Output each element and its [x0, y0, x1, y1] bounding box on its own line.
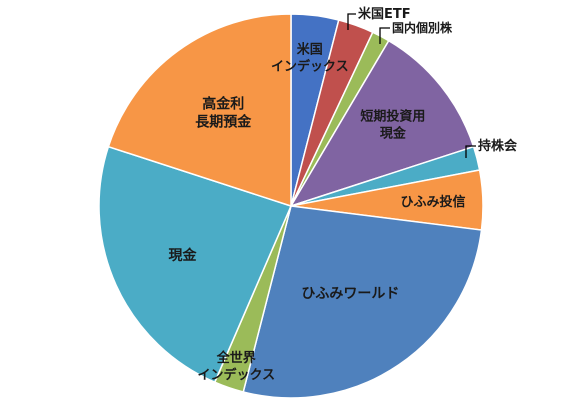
- slice-label-1: 米国ETF: [358, 6, 411, 22]
- slice-9: [107, 13, 292, 208]
- slice-label-0: 米国インデックス: [271, 42, 349, 75]
- slice-label-line: 全世界: [216, 350, 256, 366]
- leader-line-1: [347, 13, 356, 30]
- slice-label-2: 国内個別株: [392, 20, 453, 35]
- slice-8: [98, 145, 293, 384]
- slice-label-7: 全世界インデックス: [197, 350, 275, 383]
- slice-label-8: 現金: [169, 247, 198, 264]
- slice-label-line: 現金: [169, 247, 198, 264]
- slice-label-line: インデックス: [197, 367, 275, 383]
- labels-layer: 米国インデックス米国ETF国内個別株短期投資用現金持株会ひふみ投信ひふみワールド…: [169, 6, 519, 383]
- leader-line-4: [465, 145, 476, 158]
- slice-label-line: ひふみ投信: [400, 194, 465, 210]
- slice-label-line: インデックス: [271, 59, 349, 75]
- slice-label-line: 米国: [297, 42, 323, 58]
- slice-label-4: 持株会: [478, 138, 518, 154]
- slice-label-line: 現金: [380, 125, 407, 141]
- slice-label-line: 高金利: [202, 96, 244, 113]
- slice-label-6: ひふみワールド: [301, 286, 399, 302]
- slice-label-line: ひふみワールド: [301, 286, 399, 302]
- slice-label-5: ひふみ投信: [400, 194, 465, 210]
- slice-3: [289, 39, 475, 208]
- slice-label-line: 長期預金: [195, 114, 252, 131]
- slice-label-9: 高金利長期預金: [195, 96, 252, 131]
- slice-label-3: 短期投資用現金: [360, 108, 425, 141]
- leader-line-2: [379, 27, 390, 44]
- slice-6: [242, 205, 483, 399]
- slices-layer: [98, 13, 484, 399]
- slice-label-line: 短期投資用: [360, 108, 425, 124]
